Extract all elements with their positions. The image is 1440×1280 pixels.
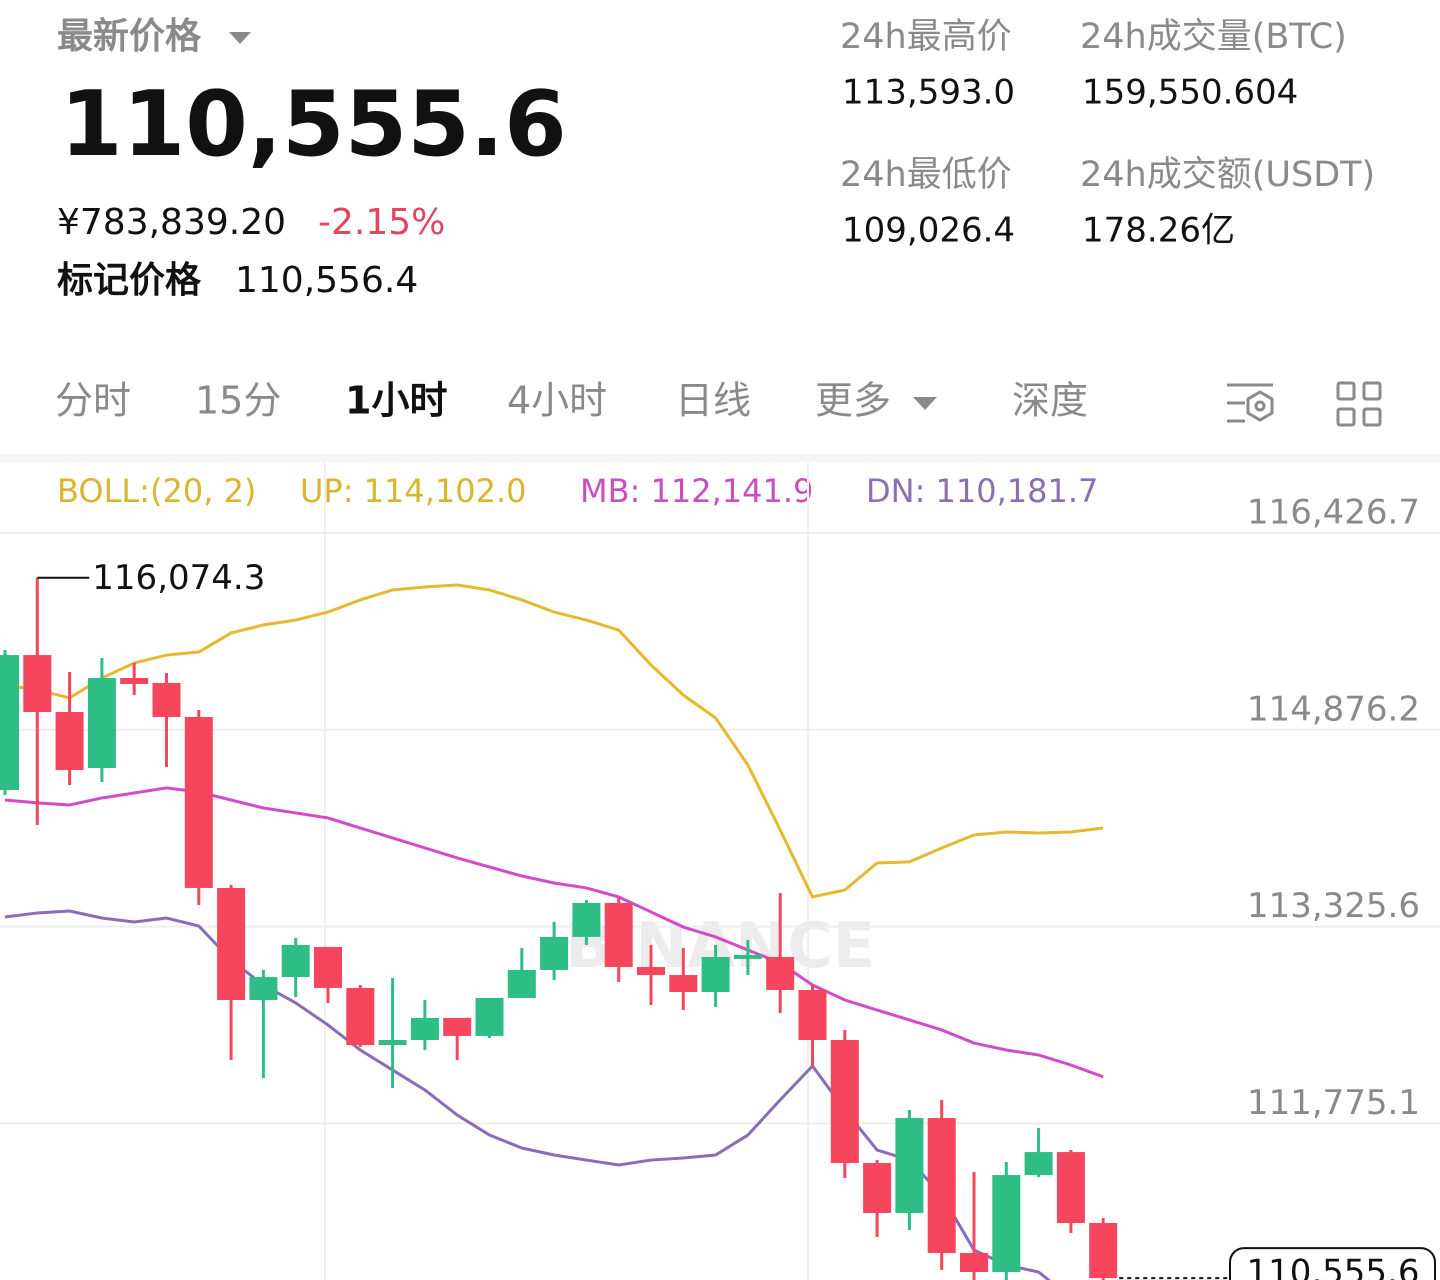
candle-body <box>701 956 730 993</box>
price-label: 最新价格 <box>57 16 202 57</box>
mark-price: 110,556.4 <box>235 260 418 301</box>
boll-mb: MB: 112,141.9 <box>580 472 813 510</box>
layout-icon[interactable] <box>1336 381 1382 427</box>
candle-body <box>863 1162 892 1213</box>
candle-body <box>798 989 827 1040</box>
boll-up: UP: 114,102.0 <box>300 472 527 510</box>
candle-body <box>572 902 601 937</box>
candle-body <box>1024 1152 1053 1176</box>
tab[interactable]: 4小时 <box>507 379 607 423</box>
stat-value: 178.26亿 <box>1082 211 1235 251</box>
change: -2.15% <box>318 202 445 243</box>
stat-label: 24h成交额(USDT) <box>1080 155 1375 195</box>
candle-body <box>87 678 116 769</box>
boll-line <box>4 583 1104 899</box>
last-price-box <box>1229 1247 1436 1280</box>
plot <box>0 531 1440 1280</box>
stat-value: 113,593.0 <box>842 73 1015 113</box>
candle-body <box>443 1017 472 1036</box>
candle-body <box>0 655 19 790</box>
candle-body <box>55 712 84 771</box>
stat-label: 24h最低价 <box>840 155 1012 195</box>
tab[interactable]: 日线 <box>675 379 751 423</box>
candle-body <box>540 936 569 970</box>
candle-body <box>927 1118 956 1253</box>
candle-body <box>604 902 633 968</box>
tab[interactable]: 深度 <box>1012 379 1088 423</box>
divider <box>0 454 1440 462</box>
candle-body <box>766 956 795 990</box>
candle-body <box>507 969 536 998</box>
candle-body <box>120 678 149 684</box>
candle-body <box>1089 1223 1118 1279</box>
annotation-label: 116,074.3 <box>92 558 265 598</box>
cny-price: ¥783,839.20 <box>57 202 286 243</box>
tab[interactable]: 更多 <box>815 379 891 423</box>
candle-body <box>281 944 310 978</box>
candle-body <box>346 987 375 1046</box>
candle-body <box>475 997 504 1036</box>
tab[interactable]: 分时 <box>55 379 131 423</box>
candle-body <box>23 655 52 713</box>
candle-body <box>184 716 213 888</box>
stat-label: 24h最高价 <box>840 17 1012 57</box>
candle-body <box>314 946 342 988</box>
candle-body <box>830 1039 859 1163</box>
more-arrow[interactable] <box>913 397 937 410</box>
last-price: 110,555.6 <box>60 72 567 177</box>
candle-body <box>152 682 181 717</box>
stat-label: 24h成交量(BTC) <box>1080 17 1347 57</box>
stat-value: 159,550.604 <box>1082 73 1298 113</box>
candle-body <box>249 977 278 1001</box>
last-price-label: 110,555.6 <box>1246 1253 1419 1280</box>
boll-name: BOLL:(20, 2) <box>57 472 256 510</box>
candle-body <box>637 967 665 976</box>
mark-label: 标记价格 <box>57 260 202 301</box>
stat-value: 109,026.4 <box>842 211 1015 251</box>
candle-body <box>669 975 698 993</box>
candle-body <box>1056 1152 1085 1224</box>
dropdown-arrow[interactable] <box>229 32 251 44</box>
candle-body <box>960 1252 988 1273</box>
y-tick-label: 116,426.7 <box>1247 492 1420 532</box>
candle-body <box>895 1118 924 1213</box>
boll-dn: DN: 110,181.7 <box>866 472 1098 510</box>
settings-icon[interactable] <box>1227 383 1274 423</box>
candle-body <box>410 1017 439 1040</box>
tab-bar: 分时 15分 1小时 4小时 日线 更多 深度 <box>55 379 1088 423</box>
tab[interactable]: 15分 <box>195 379 281 423</box>
y-tick-label: 113,325.6 <box>1247 886 1420 926</box>
y-tick-label: 114,876.2 <box>1247 689 1420 729</box>
tab[interactable]: 1小时 <box>345 379 447 423</box>
candle-body <box>992 1175 1021 1273</box>
candle-body <box>217 887 246 1001</box>
candle-body <box>733 954 762 959</box>
candle-body <box>378 1039 407 1046</box>
y-tick-label: 111,775.1 <box>1247 1083 1420 1123</box>
